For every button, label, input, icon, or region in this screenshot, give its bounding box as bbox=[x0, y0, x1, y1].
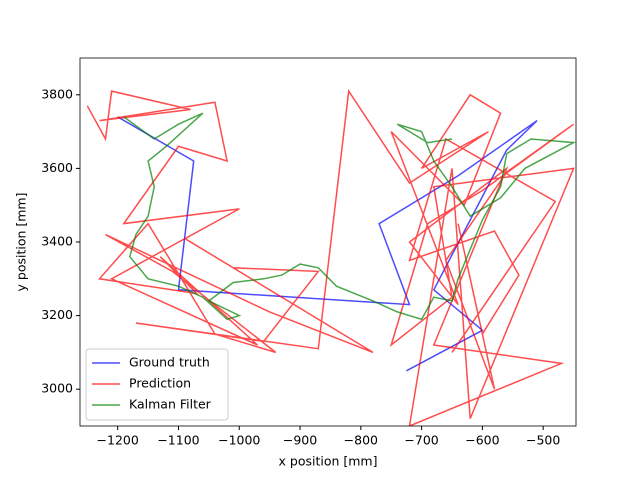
series-line bbox=[123, 112, 576, 321]
y-tick-label: 3800 bbox=[41, 86, 73, 101]
legend-label: Prediction bbox=[129, 376, 191, 391]
series-line bbox=[117, 116, 538, 372]
x-tick-label: −600 bbox=[465, 433, 499, 448]
y-axis-label: y position [mm] bbox=[14, 193, 29, 292]
x-tick-label: −1000 bbox=[218, 433, 260, 448]
y-tick-label: 3200 bbox=[41, 307, 73, 322]
series-line bbox=[86, 88, 575, 426]
x-tick-label: −1100 bbox=[157, 433, 199, 448]
y-tick-label: 3000 bbox=[41, 381, 73, 396]
x-axis-label: x position [mm] bbox=[279, 454, 378, 469]
x-tick-label: −1200 bbox=[97, 433, 139, 448]
x-tick-label: −500 bbox=[526, 433, 560, 448]
legend-box bbox=[85, 348, 229, 421]
x-tick-label: −800 bbox=[344, 433, 378, 448]
y-tick-label: 3400 bbox=[41, 234, 73, 249]
legend-label: Ground truth bbox=[129, 355, 210, 370]
x-tick-label: −700 bbox=[404, 433, 438, 448]
x-tick-label: −900 bbox=[283, 433, 317, 448]
legend-label: Kalman Filter bbox=[129, 397, 212, 412]
y-tick-label: 3600 bbox=[41, 160, 73, 175]
